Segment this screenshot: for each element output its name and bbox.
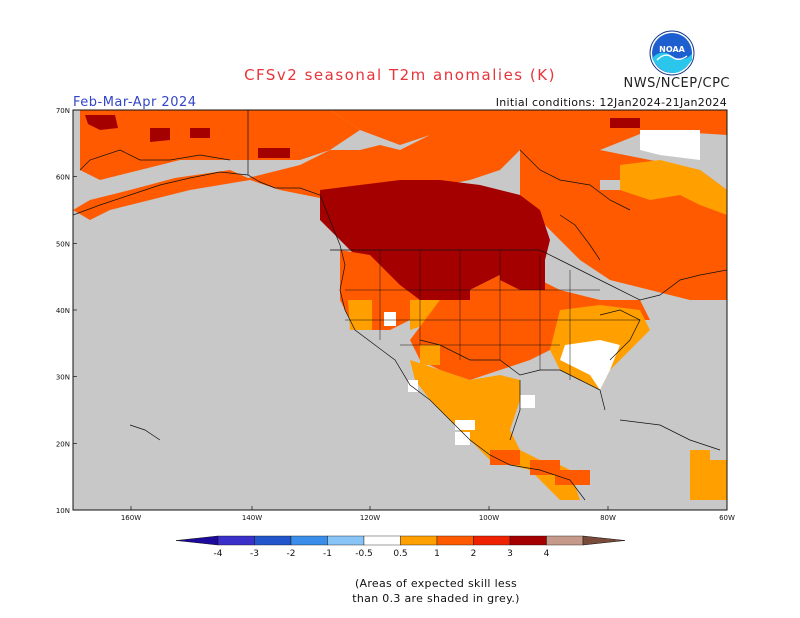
legend-bin xyxy=(400,535,438,546)
legend-bin xyxy=(175,535,219,546)
lat-label: 40N xyxy=(56,307,70,315)
initial-conditions-label: Initial conditions: 12Jan2024-21Jan2024 xyxy=(495,96,727,109)
state-borders xyxy=(345,250,640,380)
footnote-line-2: than 0.3 are shaded in grey.) xyxy=(352,592,520,605)
legend-tick-label: -1 xyxy=(323,549,332,559)
lon-label: 80W xyxy=(600,514,616,522)
legend-bin xyxy=(290,535,328,546)
longitude-labels: 160W 140W 120W 100W 80W 60W xyxy=(121,506,735,522)
lon-label: 60W xyxy=(719,514,735,522)
legend-bin xyxy=(436,535,474,546)
logo-text: NOAA xyxy=(659,45,685,54)
lat-label: 30N xyxy=(56,374,70,382)
lat-label: 10N xyxy=(56,507,70,515)
agency-label: NWS/NCEP/CPC xyxy=(623,76,730,91)
latitude-labels: 70N 60N 50N 40N 30N 20N 10N xyxy=(56,107,77,515)
map-title: CFSv2 seasonal T2m anomalies (K) xyxy=(244,66,556,84)
season-label: Feb-Mar-Apr 2024 xyxy=(73,95,197,110)
lat-label: 20N xyxy=(56,440,70,448)
legend-bin xyxy=(582,535,626,546)
lon-label: 160W xyxy=(121,514,141,522)
legend-bin xyxy=(363,535,401,546)
noaa-logo: NOAA xyxy=(649,30,695,76)
coastlines xyxy=(73,110,727,501)
lon-label: 140W xyxy=(242,514,262,522)
legend-tick-label: -0.5 xyxy=(355,549,373,559)
legend-tick-label: 0.5 xyxy=(393,549,407,559)
lon-label: 120W xyxy=(360,514,380,522)
lat-label: 70N xyxy=(56,107,70,115)
legend-tick-label: 1 xyxy=(434,549,440,559)
footnote-line-1: (Areas of expected skill less xyxy=(354,577,518,590)
legend-bin xyxy=(217,535,255,546)
legend-bin xyxy=(327,535,365,546)
legend-bin xyxy=(473,535,511,546)
legend-tick-label: -4 xyxy=(214,549,223,559)
skill-footnote: (Areas of expected skill less than 0.3 a… xyxy=(0,576,800,606)
legend-tick-label: -2 xyxy=(287,549,296,559)
legend-tick-label: 4 xyxy=(544,549,550,559)
lat-label: 60N xyxy=(56,174,70,182)
legend-bin xyxy=(254,535,292,546)
anomaly-field xyxy=(73,110,727,500)
lat-label: 50N xyxy=(56,240,70,248)
legend-bin xyxy=(546,535,584,546)
lon-label: 100W xyxy=(479,514,499,522)
legend-bin xyxy=(509,535,547,546)
anomaly-map: 70N 60N 50N 40N 30N 20N 10N 160W 140W 120W 100W 80… xyxy=(56,107,735,522)
legend-tick-label: 3 xyxy=(507,549,513,559)
legend-tick-label: 2 xyxy=(471,549,477,559)
color-legend: -4 -3 -2 -1 -0.5 0.5 1 2 3 4 xyxy=(175,535,626,559)
legend-tick-label: -3 xyxy=(250,549,259,559)
